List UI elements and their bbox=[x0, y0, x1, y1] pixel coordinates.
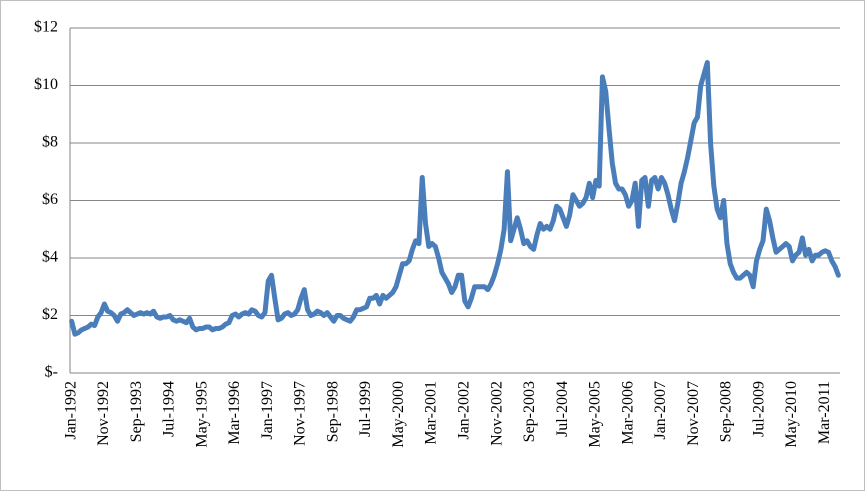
x-tick-label: Sep-1998 bbox=[324, 381, 341, 442]
x-tick-label: Mar-2001 bbox=[423, 381, 440, 445]
x-tick-label: Sep-1993 bbox=[128, 381, 145, 442]
x-tick-label: May-2010 bbox=[783, 381, 800, 448]
x-tick-label: Nov-1997 bbox=[292, 381, 309, 446]
y-tick-label: $2 bbox=[42, 306, 58, 323]
x-tick-label: Mar-2006 bbox=[619, 381, 636, 445]
price-line bbox=[69, 60, 841, 337]
y-tick-label: $10 bbox=[34, 76, 58, 93]
y-tick-label: $8 bbox=[42, 134, 58, 151]
x-tick-label: Sep-2008 bbox=[718, 381, 735, 442]
x-tick-label: Jul-1994 bbox=[161, 381, 178, 437]
x-tick-label: Sep-2003 bbox=[521, 381, 538, 442]
x-tick-label: Jan-1992 bbox=[62, 381, 79, 440]
x-tick-label: Jan-2002 bbox=[456, 381, 473, 440]
y-tick-label: $4 bbox=[42, 249, 58, 266]
x-tick-label: Nov-2002 bbox=[488, 381, 505, 446]
x-tick-label: Jul-1999 bbox=[357, 381, 374, 437]
y-tick-label: $- bbox=[45, 364, 58, 381]
y-tick-label: $12 bbox=[34, 19, 58, 36]
x-tick-label: Jul-2004 bbox=[554, 381, 571, 437]
x-tick-label: Mar-2011 bbox=[816, 381, 833, 444]
x-tick-label: May-2005 bbox=[587, 381, 604, 448]
y-tick-label: $6 bbox=[42, 191, 58, 208]
x-tick-label: Nov-2007 bbox=[685, 381, 702, 446]
x-tick-label: Nov-1992 bbox=[95, 381, 112, 446]
x-tick-label: Jul-2009 bbox=[750, 381, 767, 437]
x-tick-label: May-1995 bbox=[193, 381, 210, 448]
x-tick-label: May-2000 bbox=[390, 381, 407, 448]
x-tick-label: Jan-1997 bbox=[259, 381, 276, 440]
x-tick-label: Jan-2007 bbox=[652, 381, 669, 440]
x-tick-label: Mar-1996 bbox=[226, 381, 243, 445]
